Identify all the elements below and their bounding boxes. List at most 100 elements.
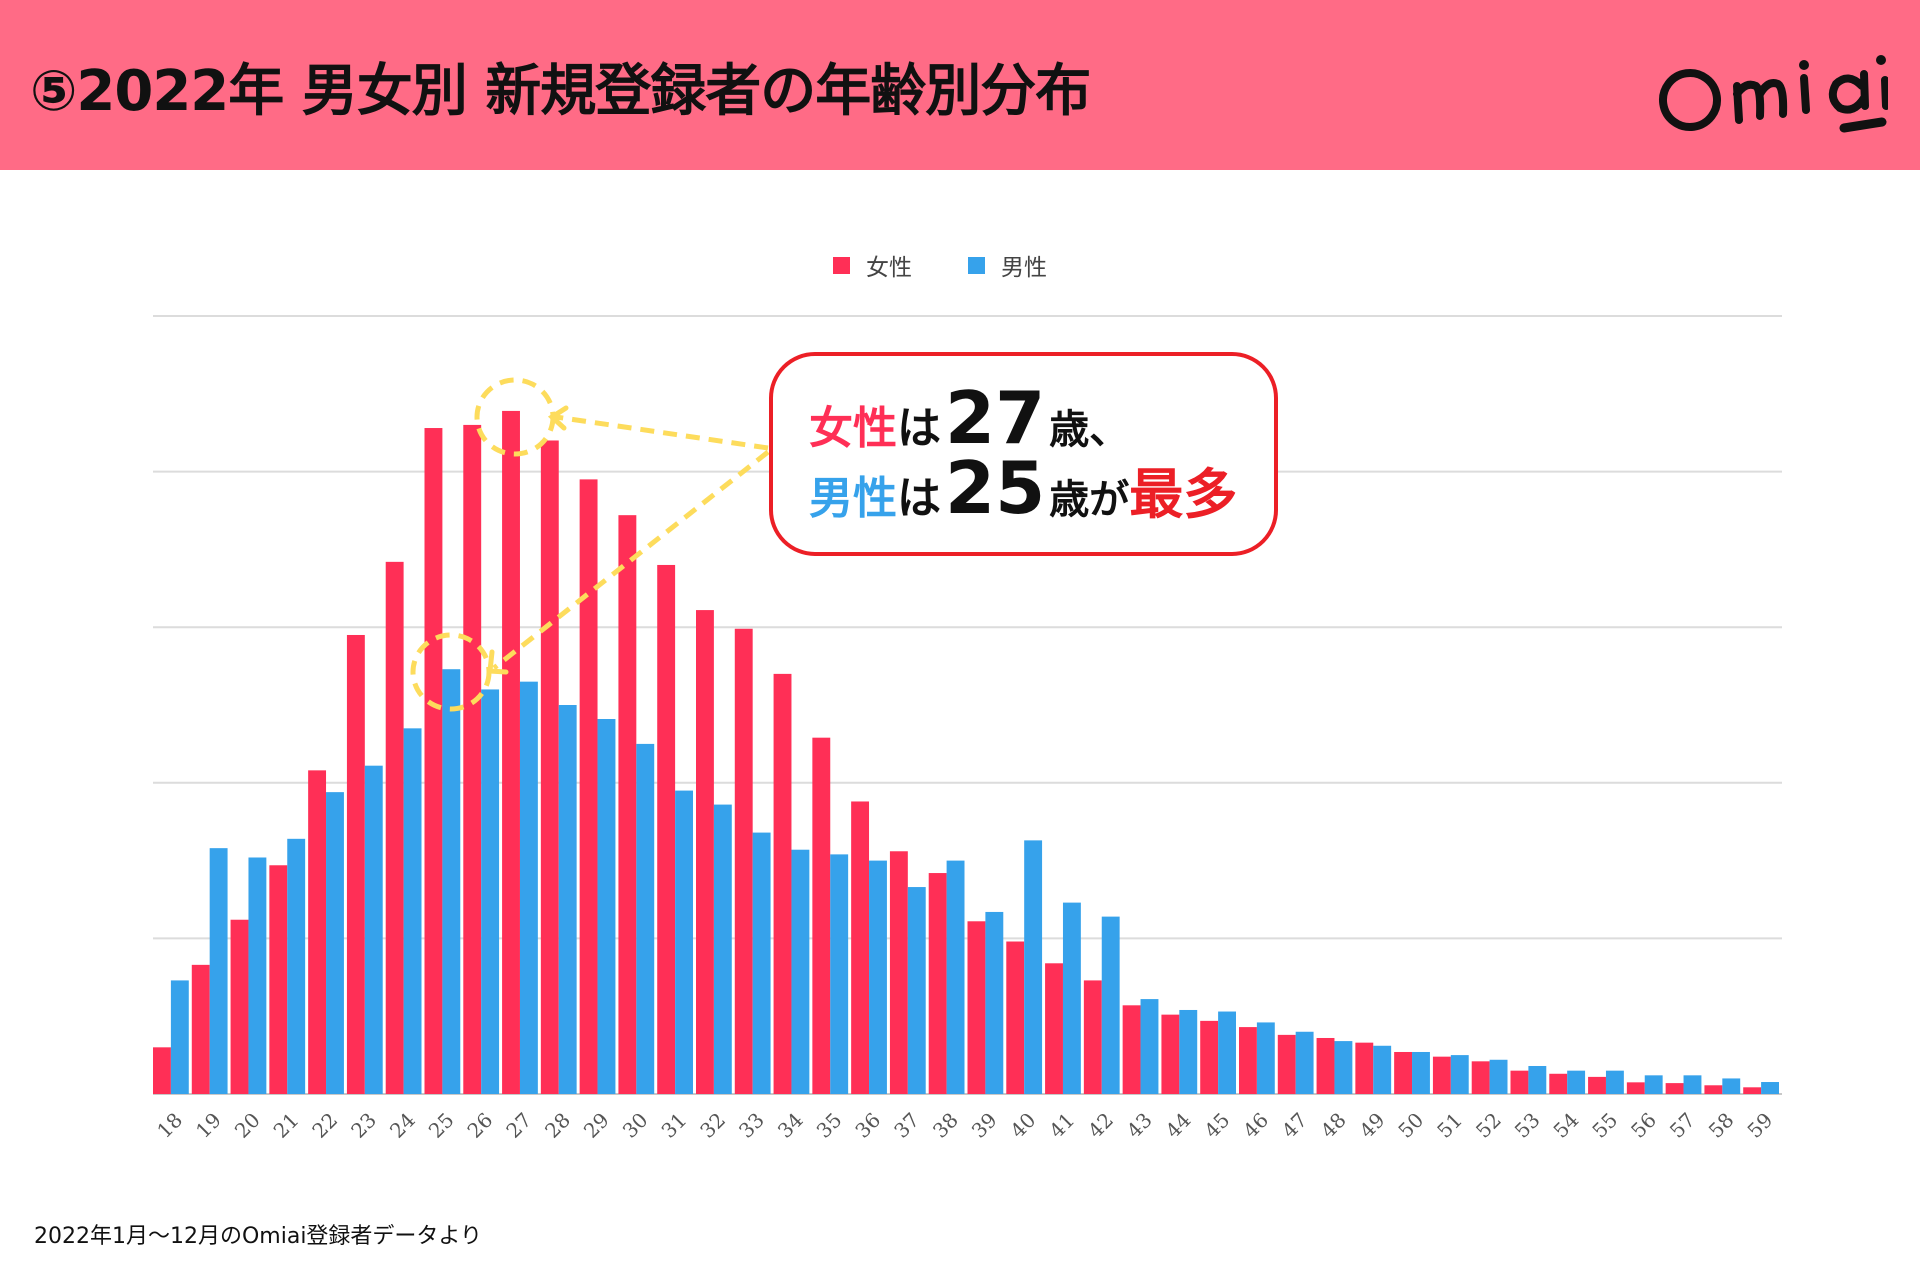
bar-female-36[interactable]: [851, 801, 870, 1094]
bar-male-38[interactable]: [946, 860, 965, 1094]
bar-female-40[interactable]: [1006, 941, 1025, 1094]
bar-male-24[interactable]: [403, 728, 422, 1094]
bar-female-44[interactable]: [1161, 1014, 1180, 1094]
bar-female-23[interactable]: [346, 634, 365, 1094]
x-axis-label: 57: [1665, 1108, 1700, 1143]
bar-male-45[interactable]: [1218, 1011, 1236, 1094]
bar-male-28[interactable]: [558, 705, 577, 1094]
bar-female-37[interactable]: [889, 851, 908, 1094]
bar-male-48[interactable]: [1334, 1041, 1353, 1094]
bar-female-41[interactable]: [1045, 963, 1063, 1094]
bar-female-35[interactable]: [812, 737, 831, 1094]
bar-female-52[interactable]: [1471, 1061, 1490, 1094]
bar-male-46[interactable]: [1256, 1022, 1275, 1094]
bar-female-58[interactable]: [1704, 1085, 1723, 1094]
bar-female-21[interactable]: [269, 865, 288, 1094]
bar-male-27[interactable]: [519, 681, 538, 1094]
bar-female-49[interactable]: [1355, 1042, 1374, 1094]
bar-female-31[interactable]: [657, 564, 676, 1094]
bar-female-27[interactable]: [502, 410, 520, 1094]
bar-female-39[interactable]: [967, 921, 986, 1094]
bar-male-59[interactable]: [1761, 1082, 1779, 1094]
bar-female-56[interactable]: [1626, 1082, 1645, 1094]
bar-female-48[interactable]: [1316, 1037, 1335, 1094]
bar-male-44[interactable]: [1179, 1009, 1198, 1094]
bar-male-51[interactable]: [1450, 1055, 1469, 1094]
bar-male-31[interactable]: [675, 790, 693, 1094]
bar-male-58[interactable]: [1722, 1078, 1741, 1094]
x-axis-labels: 18 19 20 21 22 23 24 25 26 27 28 29 30 31 32 33 34 35 36 37…: [152, 1108, 1777, 1143]
bar-male-41[interactable]: [1062, 902, 1081, 1094]
bar-male-21[interactable]: [287, 838, 306, 1094]
bar-female-26[interactable]: [463, 424, 482, 1094]
bar-female-43[interactable]: [1122, 1005, 1141, 1094]
bar-male-39[interactable]: [985, 911, 1004, 1094]
bar-female-24[interactable]: [385, 561, 404, 1094]
bar-female-25[interactable]: [424, 428, 443, 1095]
bar-female-45[interactable]: [1200, 1020, 1219, 1094]
bar-male-19[interactable]: [209, 848, 228, 1094]
bar-male-29[interactable]: [597, 719, 616, 1094]
bar-female-18[interactable]: [153, 1047, 171, 1094]
bar-female-57[interactable]: [1665, 1083, 1684, 1094]
bar-male-35[interactable]: [830, 854, 849, 1094]
x-axis-label: 25: [424, 1108, 459, 1143]
x-axis-label: 51: [1432, 1108, 1467, 1143]
x-axis-label: 33: [734, 1108, 769, 1143]
bar-male-40[interactable]: [1024, 840, 1043, 1094]
bar-male-36[interactable]: [869, 860, 887, 1094]
bar-male-22[interactable]: [326, 792, 344, 1094]
bar-female-47[interactable]: [1277, 1034, 1296, 1094]
bar-female-59[interactable]: [1743, 1087, 1762, 1094]
bar-female-19[interactable]: [191, 964, 210, 1094]
bar-male-37[interactable]: [907, 887, 926, 1094]
bar-male-56[interactable]: [1644, 1075, 1663, 1094]
bar-female-33[interactable]: [734, 628, 753, 1094]
bar-female-34[interactable]: [773, 673, 792, 1094]
x-axis-label: 43: [1122, 1108, 1157, 1143]
bar-male-42[interactable]: [1101, 916, 1120, 1094]
bar-male-49[interactable]: [1373, 1045, 1392, 1094]
bar-male-34[interactable]: [791, 849, 810, 1094]
bar-male-50[interactable]: [1412, 1051, 1430, 1094]
callout-male-subject: 男性: [809, 473, 897, 524]
bar-female-38[interactable]: [928, 873, 947, 1094]
bar-female-50[interactable]: [1394, 1051, 1413, 1094]
arrow-line-male: [492, 450, 770, 670]
bar-male-18[interactable]: [170, 980, 189, 1094]
bar-male-32[interactable]: [713, 804, 732, 1094]
bar-female-46[interactable]: [1239, 1027, 1257, 1094]
bar-female-32[interactable]: [696, 610, 714, 1094]
bar-male-30[interactable]: [636, 743, 655, 1094]
legend-item-female[interactable]: 女性: [833, 248, 912, 282]
legend-item-male[interactable]: 男性: [968, 248, 1047, 282]
bar-male-55[interactable]: [1605, 1070, 1624, 1094]
bar-male-25[interactable]: [442, 669, 461, 1094]
bar-male-23[interactable]: [364, 765, 383, 1094]
bar-male-54[interactable]: [1567, 1070, 1586, 1094]
bar-male-43[interactable]: [1140, 999, 1159, 1094]
bar-female-42[interactable]: [1083, 980, 1102, 1094]
bar-female-28[interactable]: [540, 440, 559, 1095]
bar-female-53[interactable]: [1510, 1070, 1529, 1094]
bar-female-30[interactable]: [618, 515, 637, 1094]
bar-female-51[interactable]: [1432, 1056, 1451, 1094]
bar-male-33[interactable]: [752, 832, 771, 1094]
callout-female-unit: 歳、: [1049, 407, 1130, 453]
omiai-logo: [1659, 55, 1888, 133]
bar-female-54[interactable]: [1549, 1073, 1568, 1094]
bar-female-22[interactable]: [308, 770, 327, 1094]
bar-male-52[interactable]: [1489, 1059, 1508, 1094]
bar-female-55[interactable]: [1588, 1076, 1606, 1094]
bar-female-20[interactable]: [230, 919, 249, 1094]
bar-male-26[interactable]: [481, 689, 500, 1094]
bar-male-57[interactable]: [1683, 1075, 1702, 1094]
bar-male-53[interactable]: [1528, 1065, 1547, 1094]
x-axis-label: 50: [1393, 1108, 1428, 1143]
legend-label-female: 女性: [866, 255, 912, 281]
bar-male-20[interactable]: [248, 857, 267, 1094]
legend-swatch-female: [833, 256, 850, 274]
bar-female-29[interactable]: [579, 479, 598, 1094]
bar-male-47[interactable]: [1295, 1031, 1314, 1094]
